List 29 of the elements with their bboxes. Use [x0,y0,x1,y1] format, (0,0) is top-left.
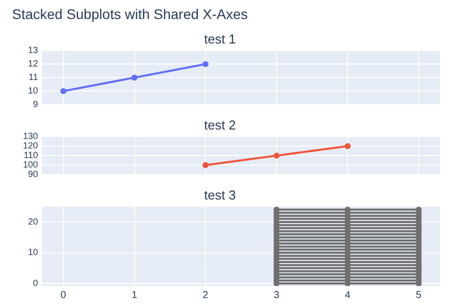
x-tick-label: 5 [416,290,422,301]
chart-title: test 3 [204,187,236,202]
point [202,61,208,68]
x-tick-label: 3 [274,290,280,301]
chart-title: Stacked Subplots with Shared X-Axes [12,6,248,22]
y-tick-label: 13 [28,45,38,56]
point [60,88,66,94]
y-tick-label: 9 [32,99,38,110]
y-tick-label: 120 [22,140,38,151]
y-tick-label: 10 [28,86,38,96]
x-tick-label: 1 [132,290,138,301]
y-tick-label: 110 [24,150,38,160]
y-tick-label: 12 [28,58,38,69]
y-tick-label: 0 [32,278,38,288]
y-tick-label: 10 [28,247,38,258]
point [202,162,208,168]
y-tick-label: 20 [28,216,38,226]
x-tick-label: 4 [344,290,351,301]
chart-subtitle: test 1 [204,31,236,46]
x-tick-label: 0 [60,290,67,301]
y-tick-label: 90 [28,169,38,180]
chart-title: test 2 [204,117,236,132]
point [131,74,138,81]
point [274,152,280,159]
point [344,143,351,150]
y-tick-label: 130 [22,131,38,142]
x-tick-label: 2 [202,290,209,301]
y-tick-label: 11 [28,72,38,82]
y-tick-label: 100 [22,160,38,170]
